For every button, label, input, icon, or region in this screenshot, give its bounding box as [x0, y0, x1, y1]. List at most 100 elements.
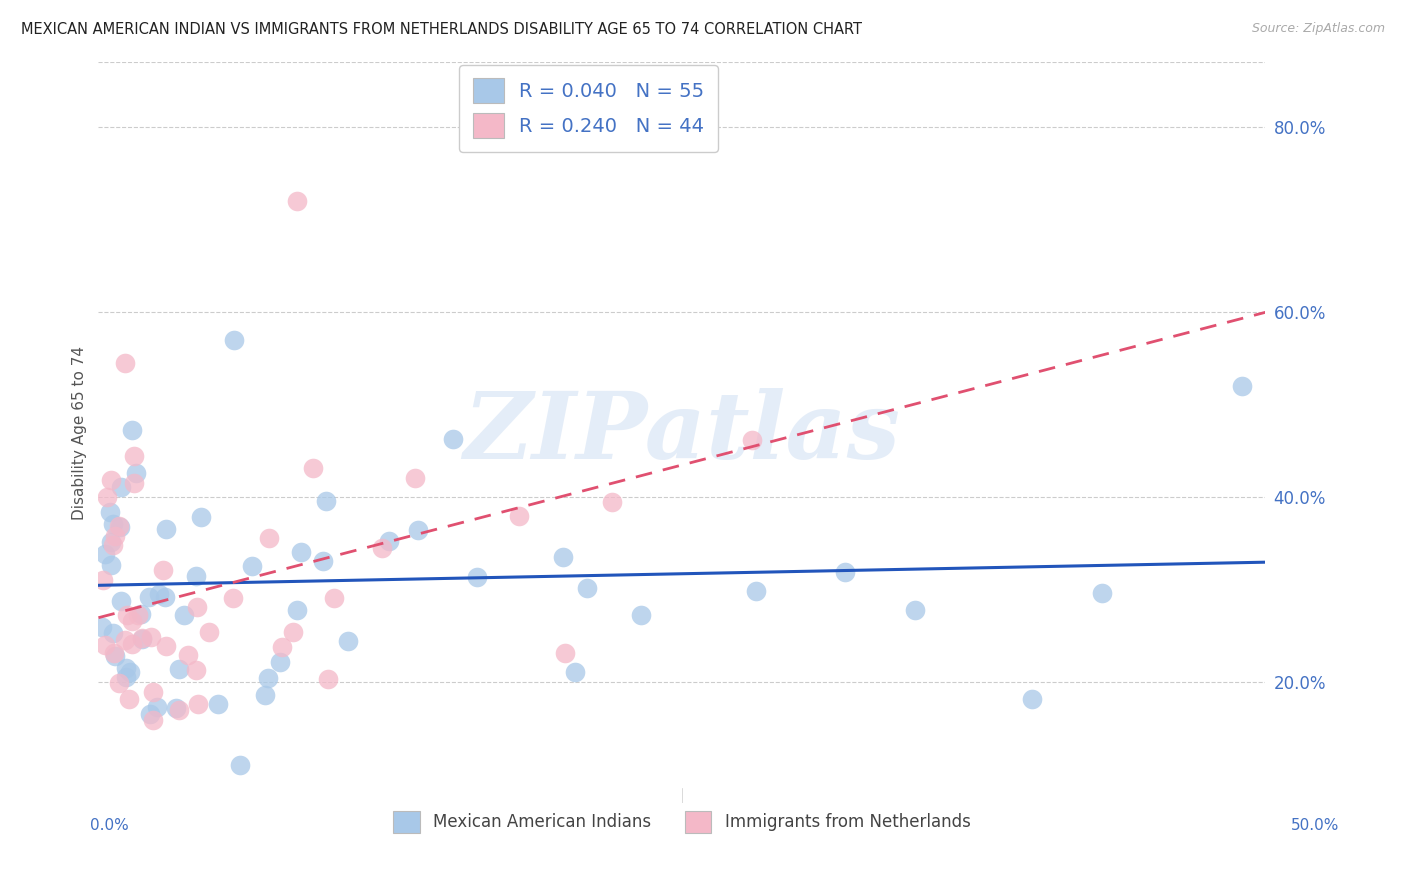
Point: [745, 584, 768, 599]
Point: [198, 624, 221, 639]
Point: [139, 707, 162, 722]
Text: 0.0%: 0.0%: [90, 818, 129, 832]
Point: [100, 534, 122, 549]
Point: [138, 591, 160, 605]
Point: [148, 587, 170, 601]
Point: [141, 713, 163, 727]
Point: [115, 607, 138, 622]
Point: [114, 661, 136, 675]
Point: [101, 625, 124, 640]
Point: [104, 529, 127, 543]
Point: [93, 638, 115, 652]
Point: [404, 471, 426, 485]
Point: [110, 520, 132, 534]
Point: [554, 646, 576, 660]
Point: [153, 590, 176, 604]
Y-axis label: Disability Age 65 to 74: Disability Age 65 to 74: [72, 345, 87, 520]
Point: [118, 665, 141, 679]
Point: [167, 662, 190, 676]
Point: [122, 449, 145, 463]
Point: [576, 581, 599, 595]
Point: [100, 558, 122, 572]
Point: [285, 603, 308, 617]
Point: [312, 554, 335, 568]
Point: [93, 547, 115, 561]
Point: [269, 655, 291, 669]
Point: [152, 563, 174, 577]
Point: [229, 758, 252, 772]
Legend: Mexican American Indians, Immigrants from Netherlands: Mexican American Indians, Immigrants fro…: [384, 801, 980, 843]
Point: [131, 632, 153, 647]
Point: [270, 640, 292, 654]
Point: [406, 523, 429, 537]
Text: ZIPatlas: ZIPatlas: [464, 388, 900, 477]
Point: [186, 568, 208, 582]
Point: [110, 594, 132, 608]
Point: [1230, 379, 1253, 393]
Point: [121, 637, 143, 651]
Point: [165, 701, 187, 715]
Point: [441, 432, 464, 446]
Point: [630, 607, 652, 622]
Text: 50.0%: 50.0%: [1291, 818, 1339, 832]
Point: [104, 648, 127, 663]
Point: [186, 600, 208, 615]
Point: [107, 518, 129, 533]
Point: [190, 510, 212, 524]
Point: [465, 570, 488, 584]
Point: [257, 532, 280, 546]
Point: [110, 480, 132, 494]
Point: [371, 541, 394, 555]
Point: [91, 573, 114, 587]
Point: [834, 566, 856, 580]
Point: [600, 494, 623, 508]
Point: [256, 671, 278, 685]
Point: [283, 625, 305, 640]
Point: [315, 493, 337, 508]
Point: [222, 591, 245, 606]
Point: [121, 614, 143, 628]
Point: [741, 433, 763, 447]
Point: [155, 639, 177, 653]
Point: [187, 697, 209, 711]
Point: [118, 692, 141, 706]
Point: [98, 505, 121, 519]
Point: [103, 538, 125, 552]
Point: [100, 473, 122, 487]
Point: [108, 676, 131, 690]
Point: [322, 591, 344, 605]
Point: [167, 703, 190, 717]
Point: [1021, 692, 1043, 706]
Point: [103, 646, 125, 660]
Point: [336, 633, 359, 648]
Point: [114, 633, 136, 648]
Text: Source: ZipAtlas.com: Source: ZipAtlas.com: [1251, 22, 1385, 36]
Point: [301, 460, 323, 475]
Point: [96, 490, 118, 504]
Point: [114, 356, 136, 370]
Point: [155, 522, 177, 536]
Point: [176, 648, 198, 662]
Point: [131, 632, 153, 646]
Point: [378, 533, 401, 548]
Point: [142, 685, 165, 699]
Point: [316, 672, 339, 686]
Point: [115, 670, 138, 684]
Point: [91, 620, 114, 634]
Point: [207, 697, 229, 711]
Point: [139, 630, 162, 644]
Text: MEXICAN AMERICAN INDIAN VS IMMIGRANTS FROM NETHERLANDS DISABILITY AGE 65 TO 74 C: MEXICAN AMERICAN INDIAN VS IMMIGRANTS FR…: [21, 22, 862, 37]
Point: [222, 333, 245, 347]
Point: [242, 558, 264, 573]
Point: [146, 699, 169, 714]
Point: [184, 663, 207, 677]
Point: [551, 549, 574, 564]
Point: [1091, 586, 1114, 600]
Point: [904, 603, 927, 617]
Point: [564, 665, 586, 680]
Point: [127, 607, 149, 622]
Point: [290, 545, 312, 559]
Point: [131, 607, 153, 621]
Point: [508, 508, 530, 523]
Point: [254, 688, 277, 702]
